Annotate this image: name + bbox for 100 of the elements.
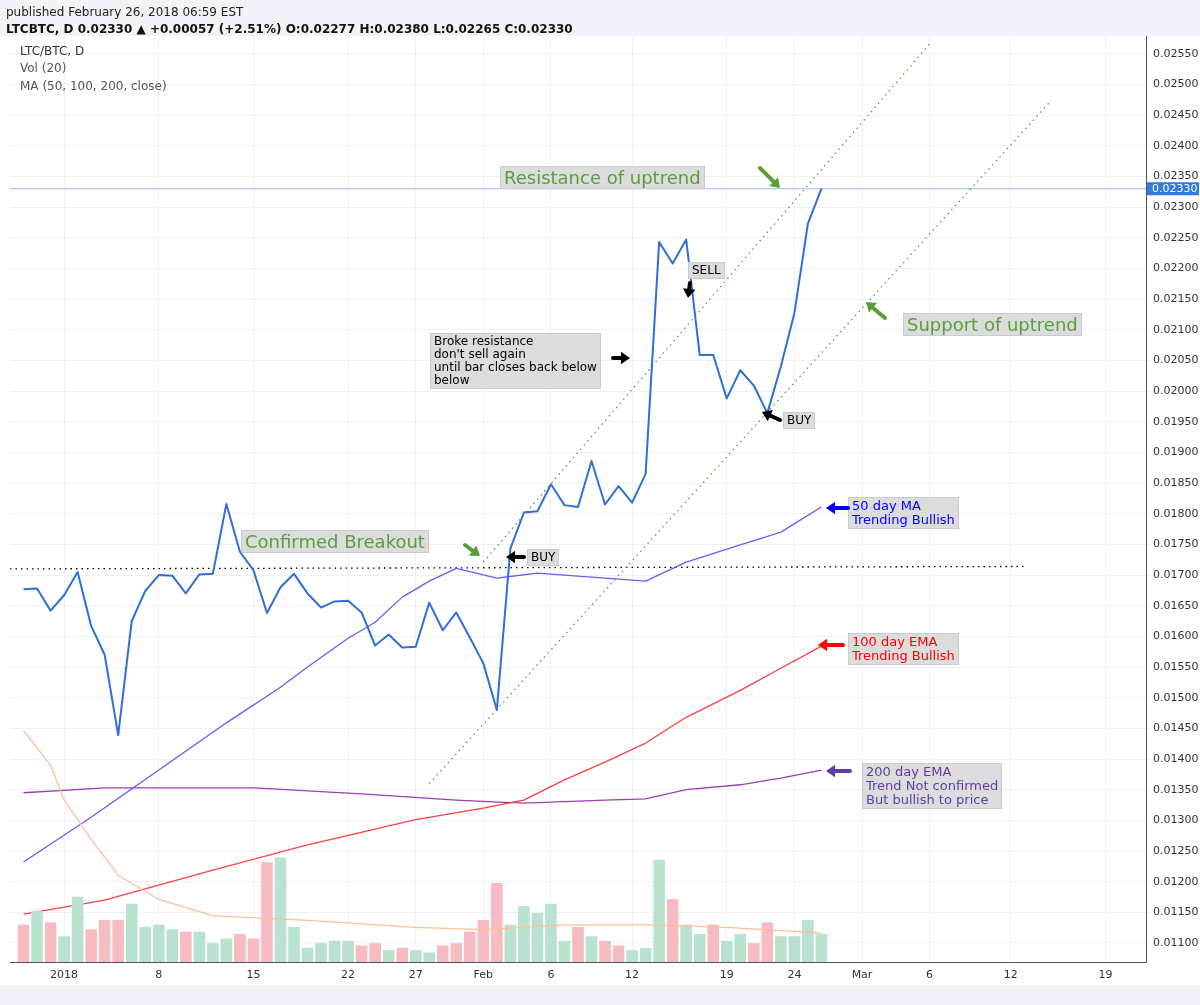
x-tick-label: 12 (625, 968, 640, 982)
bar (85, 929, 97, 962)
y-tick-label: 0.01300 (1153, 813, 1199, 827)
y-tick-label: 0.01350 (1153, 782, 1199, 796)
annotation: Support of uptrend (903, 313, 1082, 336)
bar (680, 924, 693, 962)
y-tick-label: 0.02350 (1153, 169, 1199, 183)
bar (585, 936, 598, 962)
bar (815, 933, 828, 962)
y-tick-label: 0.02550 (1153, 46, 1199, 60)
y-tick-label: 0.02400 (1153, 138, 1199, 152)
y-tick-label: 0.01900 (1153, 445, 1199, 459)
annotation: Broke resistance don't sell again until bar closes back below below (430, 333, 601, 389)
y-tick-label: 0.02500 (1153, 77, 1199, 91)
annotation: 200 day EMA Trend Not confirmed But bullish to price (862, 763, 1003, 809)
bar (355, 945, 368, 962)
bar (220, 938, 233, 962)
bar (261, 862, 273, 962)
bar (247, 938, 260, 962)
y-tick-label: 0.01400 (1153, 751, 1199, 765)
y-tick-label: 0.01100 (1153, 935, 1199, 949)
bar (775, 936, 787, 962)
x-tick-label: 27 (408, 968, 423, 982)
bar (234, 933, 246, 962)
bar (396, 947, 409, 962)
annotation: BUY (527, 549, 560, 566)
x-tick-label: 19 (1098, 968, 1113, 982)
y-tick-label: 0.01600 (1153, 629, 1199, 643)
y-tick-label: 0.02100 (1153, 322, 1199, 336)
y-tick-label: 0.01150 (1153, 905, 1199, 919)
bar (274, 857, 287, 962)
ref-line-label: 0.02330 (1152, 181, 1198, 195)
bar (112, 920, 125, 962)
bar (288, 926, 300, 962)
bar (518, 906, 530, 962)
bar (382, 950, 395, 962)
y-tick-label: 0.01250 (1153, 843, 1199, 857)
annotation: Resistance of uptrend (500, 166, 705, 189)
annotation: MA (50, 100, 200, close) (20, 79, 167, 93)
bar (342, 940, 354, 962)
text: published February 26, 2018 06:59 EST (6, 5, 244, 19)
y-tick-label: 0.01750 (1153, 537, 1199, 551)
x-tick-label: 8 (155, 968, 163, 982)
bar (666, 899, 679, 962)
annotation: 100 day EMA Trending Bullish (848, 633, 959, 665)
bar (531, 913, 544, 962)
y-tick-label: 0.02150 (1153, 291, 1199, 305)
bar (491, 882, 503, 962)
x-tick-label: 6 (547, 968, 555, 982)
annotation: Vol (20) (20, 61, 67, 75)
annotation: Confirmed Breakout (241, 530, 429, 553)
bar (328, 940, 341, 962)
bar (369, 943, 381, 962)
bar (639, 947, 652, 962)
bar (301, 947, 314, 962)
y-tick-label: 0.02250 (1153, 230, 1199, 244)
x-tick-label: 12 (1003, 968, 1018, 982)
bar (707, 924, 720, 962)
bar (193, 931, 206, 962)
x-tick-label: 15 (246, 968, 261, 982)
x-tick-label: 24 (787, 968, 802, 982)
bar (44, 922, 57, 962)
bar (599, 940, 611, 962)
y-tick-label: 0.01450 (1153, 721, 1199, 735)
x-tick-label: 19 (719, 968, 734, 982)
bar (747, 943, 760, 962)
y-tick-label: 0.02200 (1153, 261, 1199, 275)
bar (477, 920, 490, 962)
bar (31, 910, 43, 962)
y-tick-label: 0.01850 (1153, 475, 1199, 489)
bar (802, 920, 814, 962)
x-tick-label: 22 (341, 968, 356, 982)
y-tick-label: 0.02000 (1153, 383, 1199, 397)
bar (788, 936, 801, 962)
y-tick-label: 0.01700 (1153, 567, 1199, 581)
chart-subtitle: LTCBTC, D 0.02330 ▲ +0.00057 (+2.51%) O:0.02277 H:0.02380 L:0.02265 C:0.02330 (6, 22, 573, 37)
y-tick-label: 0.01800 (1153, 506, 1199, 520)
annotation: BUY (783, 412, 816, 429)
bar (761, 922, 774, 962)
bar (693, 933, 706, 962)
x-tick-label: Feb (473, 968, 494, 982)
annotation: SELL (688, 262, 725, 279)
y-tick-label: 0.02450 (1153, 107, 1199, 121)
y-tick-label: 0.01950 (1153, 414, 1199, 428)
y-tick-label: 0.01550 (1153, 659, 1199, 673)
y-tick-label: 0.01650 (1153, 598, 1199, 612)
bar (463, 931, 476, 962)
x-tick-label: 2018 (50, 968, 79, 982)
bar (612, 945, 625, 962)
text: LTC/BTC, D (20, 44, 85, 59)
bar (315, 943, 327, 962)
bar (207, 943, 219, 962)
y-tick-label: 0.02050 (1153, 353, 1199, 367)
bar (17, 924, 30, 962)
bar (71, 896, 84, 962)
x-tick-label: Mar (851, 968, 873, 982)
y-tick-label: 0.01500 (1153, 690, 1199, 704)
bar (98, 920, 111, 962)
x-tick-label: 6 (926, 968, 934, 982)
y-tick-label: 0.02300 (1153, 199, 1199, 213)
